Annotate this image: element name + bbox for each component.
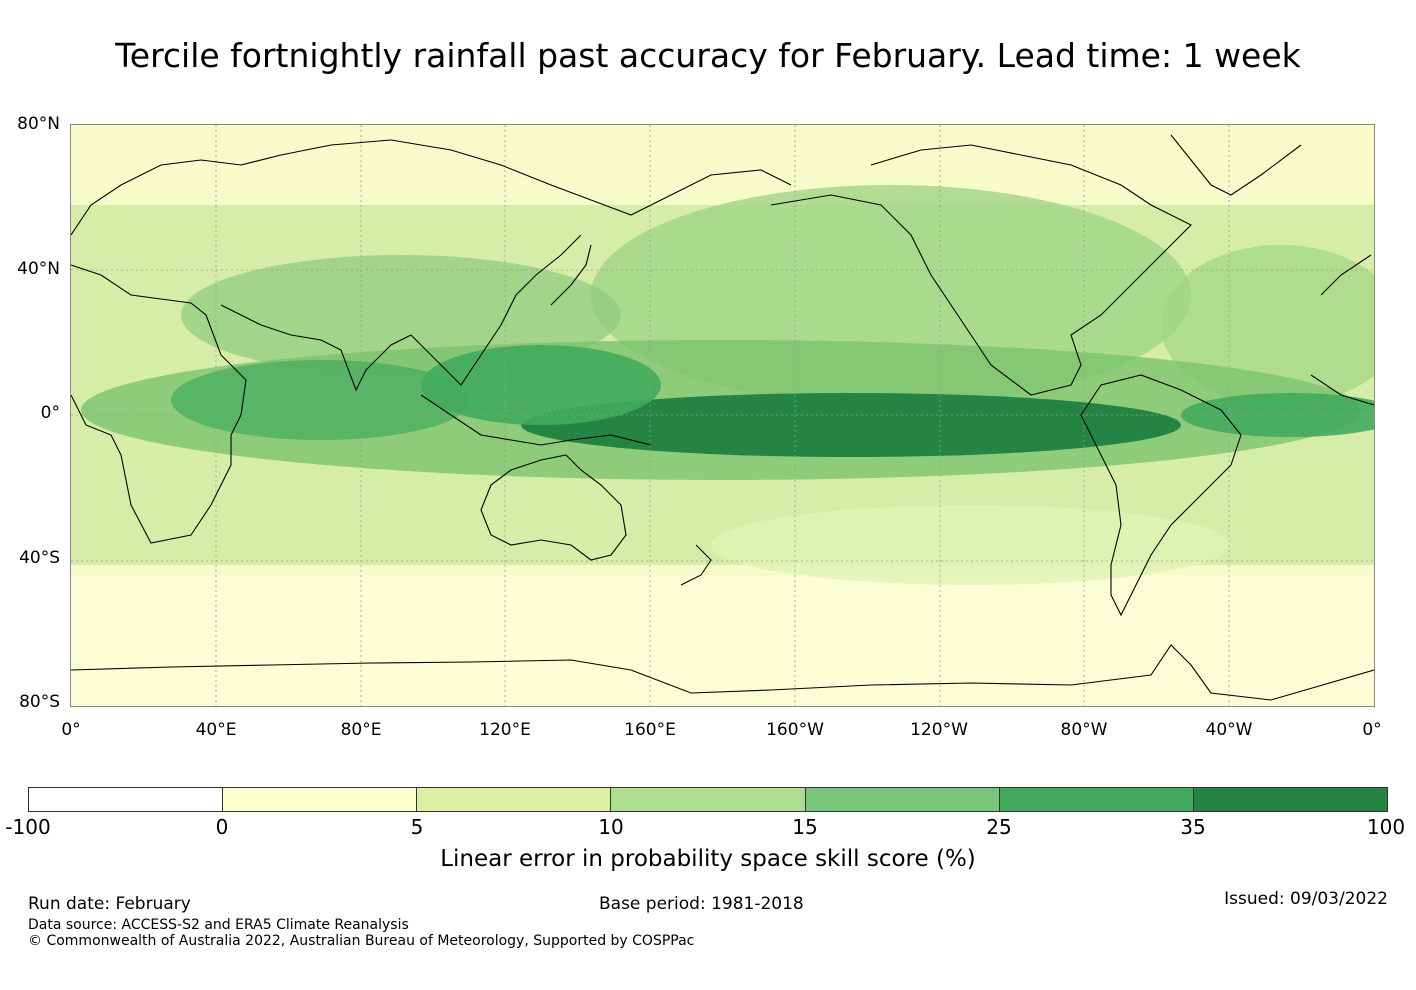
lat-label-40s: 40°S: [19, 548, 60, 568]
colorbar-tick: 25: [986, 815, 1012, 839]
colorbar-tick: 10: [598, 815, 624, 839]
coastline-australia: [480, 454, 627, 561]
lon-label-120e: 120°E: [479, 720, 531, 740]
colorbar-segment: [805, 788, 1000, 811]
lat-label-0: 0°: [40, 403, 60, 423]
lat-label-40n: 40°N: [17, 259, 60, 279]
coastline-africa: [71, 264, 247, 544]
skill-band-south: [71, 575, 1374, 706]
colorbar-segment: [223, 788, 418, 811]
coastline-eurasia-north: [71, 139, 792, 236]
colorbar-segment: [999, 788, 1194, 811]
lon-label-40w: 40°W: [1205, 720, 1253, 740]
run-date: Run date: February: [28, 894, 191, 914]
coastline-antarctica: [71, 644, 1374, 701]
colorbar-segment: [29, 788, 224, 811]
coastline-new-zealand: [680, 544, 712, 586]
colorbar-tick: 35: [1180, 815, 1206, 839]
lon-label-0: 0°: [61, 720, 81, 740]
lon-label-160e: 160°E: [624, 720, 676, 740]
lon-label-80e: 80°E: [340, 720, 382, 740]
colorbar-tick: 5: [410, 815, 424, 839]
base-period: Base period: 1981-2018: [599, 894, 804, 914]
coastline-africa-west: [1310, 374, 1374, 406]
colorbar-title: Linear error in probability space skill …: [440, 846, 976, 872]
lon-label-160w: 160°W: [766, 720, 824, 740]
skill-region-maritime-continent: [421, 345, 661, 425]
chart-title: Tercile fortnightly rainfall past accura…: [115, 36, 1301, 75]
graticule: [71, 125, 1374, 706]
issued-date: Issued: 09/03/2022: [1224, 889, 1388, 909]
lat-label-80s: 80°S: [19, 692, 60, 712]
skill-region-north-atlantic: [1161, 245, 1374, 405]
coastlines: [71, 134, 1374, 701]
colorbar-tick: -100: [5, 815, 51, 839]
skill-region-equatorial-pacific: [521, 393, 1181, 457]
lon-label-120w: 120°W: [910, 720, 968, 740]
copyright: © Commonwealth of Australia 2022, Austra…: [28, 933, 695, 949]
colorbar-segment: [1193, 788, 1387, 811]
coastline-greenland: [1170, 134, 1302, 196]
lon-label-40e: 40°E: [195, 720, 237, 740]
colorbar-segment: [417, 788, 612, 811]
coastline-india: [220, 304, 412, 392]
skill-region-south-pacific: [711, 505, 1231, 585]
skill-score-map: [70, 124, 1375, 707]
colorbar: [28, 787, 1388, 812]
data-source: Data source: ACCESS-S2 and ERA5 Climate …: [28, 917, 409, 933]
lat-label-80n: 80°N: [17, 114, 60, 134]
coastline-indonesia: [420, 394, 652, 446]
coastline-east-asia: [410, 234, 582, 386]
lon-label-0-east: 0°: [1362, 720, 1382, 740]
colorbar-tick: 100: [1366, 815, 1406, 839]
colorbar-tick: 15: [792, 815, 818, 839]
coastline-south-america: [1080, 374, 1242, 617]
colorbar-segment: [611, 788, 806, 811]
lon-label-80w: 80°W: [1060, 720, 1108, 740]
coastline-japan: [550, 244, 592, 306]
colorbar-tick: 0: [215, 815, 229, 839]
coastline-north-america: [770, 144, 1192, 396]
coastline-europe-west: [1320, 254, 1372, 296]
